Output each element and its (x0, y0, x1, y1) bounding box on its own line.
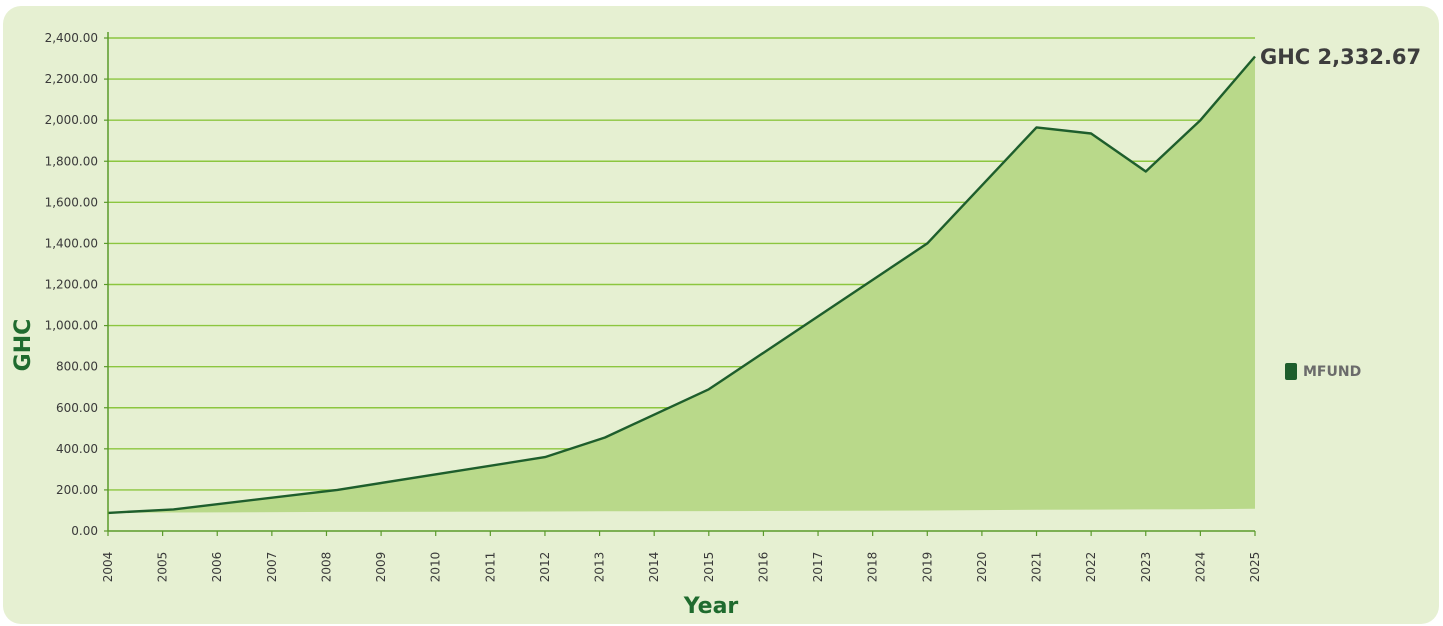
x-tick-label-13: 2017 (811, 552, 825, 583)
x-tick-label-5: 2009 (374, 552, 388, 583)
x-tick-label-0: 2004 (101, 552, 115, 583)
end-value-annotation: GHC 2,332.67 (1260, 45, 1421, 69)
x-tick-label-14: 2018 (866, 552, 880, 583)
x-tick-label-11: 2015 (702, 552, 716, 583)
x-tick-label-19: 2023 (1139, 552, 1153, 583)
y-tick-label-6: 1,200.00 (45, 278, 98, 292)
y-tick-label-10: 2,000.00 (45, 113, 98, 127)
x-tick-label-6: 2010 (429, 552, 443, 583)
y-tick-label-3: 600.00 (56, 401, 98, 415)
x-tick-label-1: 2005 (156, 552, 170, 583)
x-axis-ticks: 2004 2005 2006 2007 2008 2009 2010 2011 2012 2013… (101, 531, 1262, 582)
x-tick-label-12: 2016 (756, 552, 770, 583)
x-axis-label: Year (683, 594, 739, 619)
series-area-mfund (108, 56, 1255, 513)
y-axis-ticks: 0.00 200.00 400.00 600.00 800.00 1,000.00 1,20… (45, 31, 108, 538)
y-tick-label-4: 800.00 (56, 360, 98, 374)
y-tick-label-12: 2,400.00 (45, 31, 98, 45)
y-tick-label-5: 1,000.00 (45, 319, 98, 333)
x-tick-label-9: 2013 (593, 552, 607, 583)
y-tick-label-8: 1,600.00 (45, 195, 98, 209)
area-layer (107, 55, 1256, 515)
x-tick-label-2: 2006 (210, 552, 224, 583)
x-tick-label-7: 2011 (483, 552, 497, 583)
y-tick-label-9: 1,800.00 (45, 154, 98, 168)
y-tick-label-7: 1,400.00 (45, 236, 98, 250)
y-tick-label-0: 0.00 (71, 524, 98, 538)
x-tick-label-20: 2024 (1193, 552, 1207, 583)
legend: MFUND (1285, 363, 1361, 380)
x-tick-label-10: 2014 (647, 552, 661, 583)
y-tick-label-11: 2,200.00 (45, 72, 98, 86)
x-tick-label-16: 2020 (975, 552, 989, 583)
y-tick-label-1: 200.00 (56, 483, 98, 497)
legend-swatch-mfund (1285, 363, 1297, 380)
legend-label-mfund: MFUND (1303, 364, 1361, 380)
y-tick-label-2: 400.00 (56, 442, 98, 456)
x-tick-label-21: 2025 (1248, 552, 1262, 583)
y-axis-label: GHC (11, 319, 36, 372)
x-tick-label-15: 2019 (920, 552, 934, 583)
x-tick-label-18: 2022 (1084, 552, 1098, 583)
x-tick-label-8: 2012 (538, 552, 552, 583)
x-tick-label-17: 2021 (1030, 552, 1044, 583)
axes (107, 32, 1255, 532)
x-tick-label-4: 2008 (319, 552, 333, 583)
series-line-mfund (107, 55, 1256, 515)
x-tick-label-3: 2007 (265, 552, 279, 583)
